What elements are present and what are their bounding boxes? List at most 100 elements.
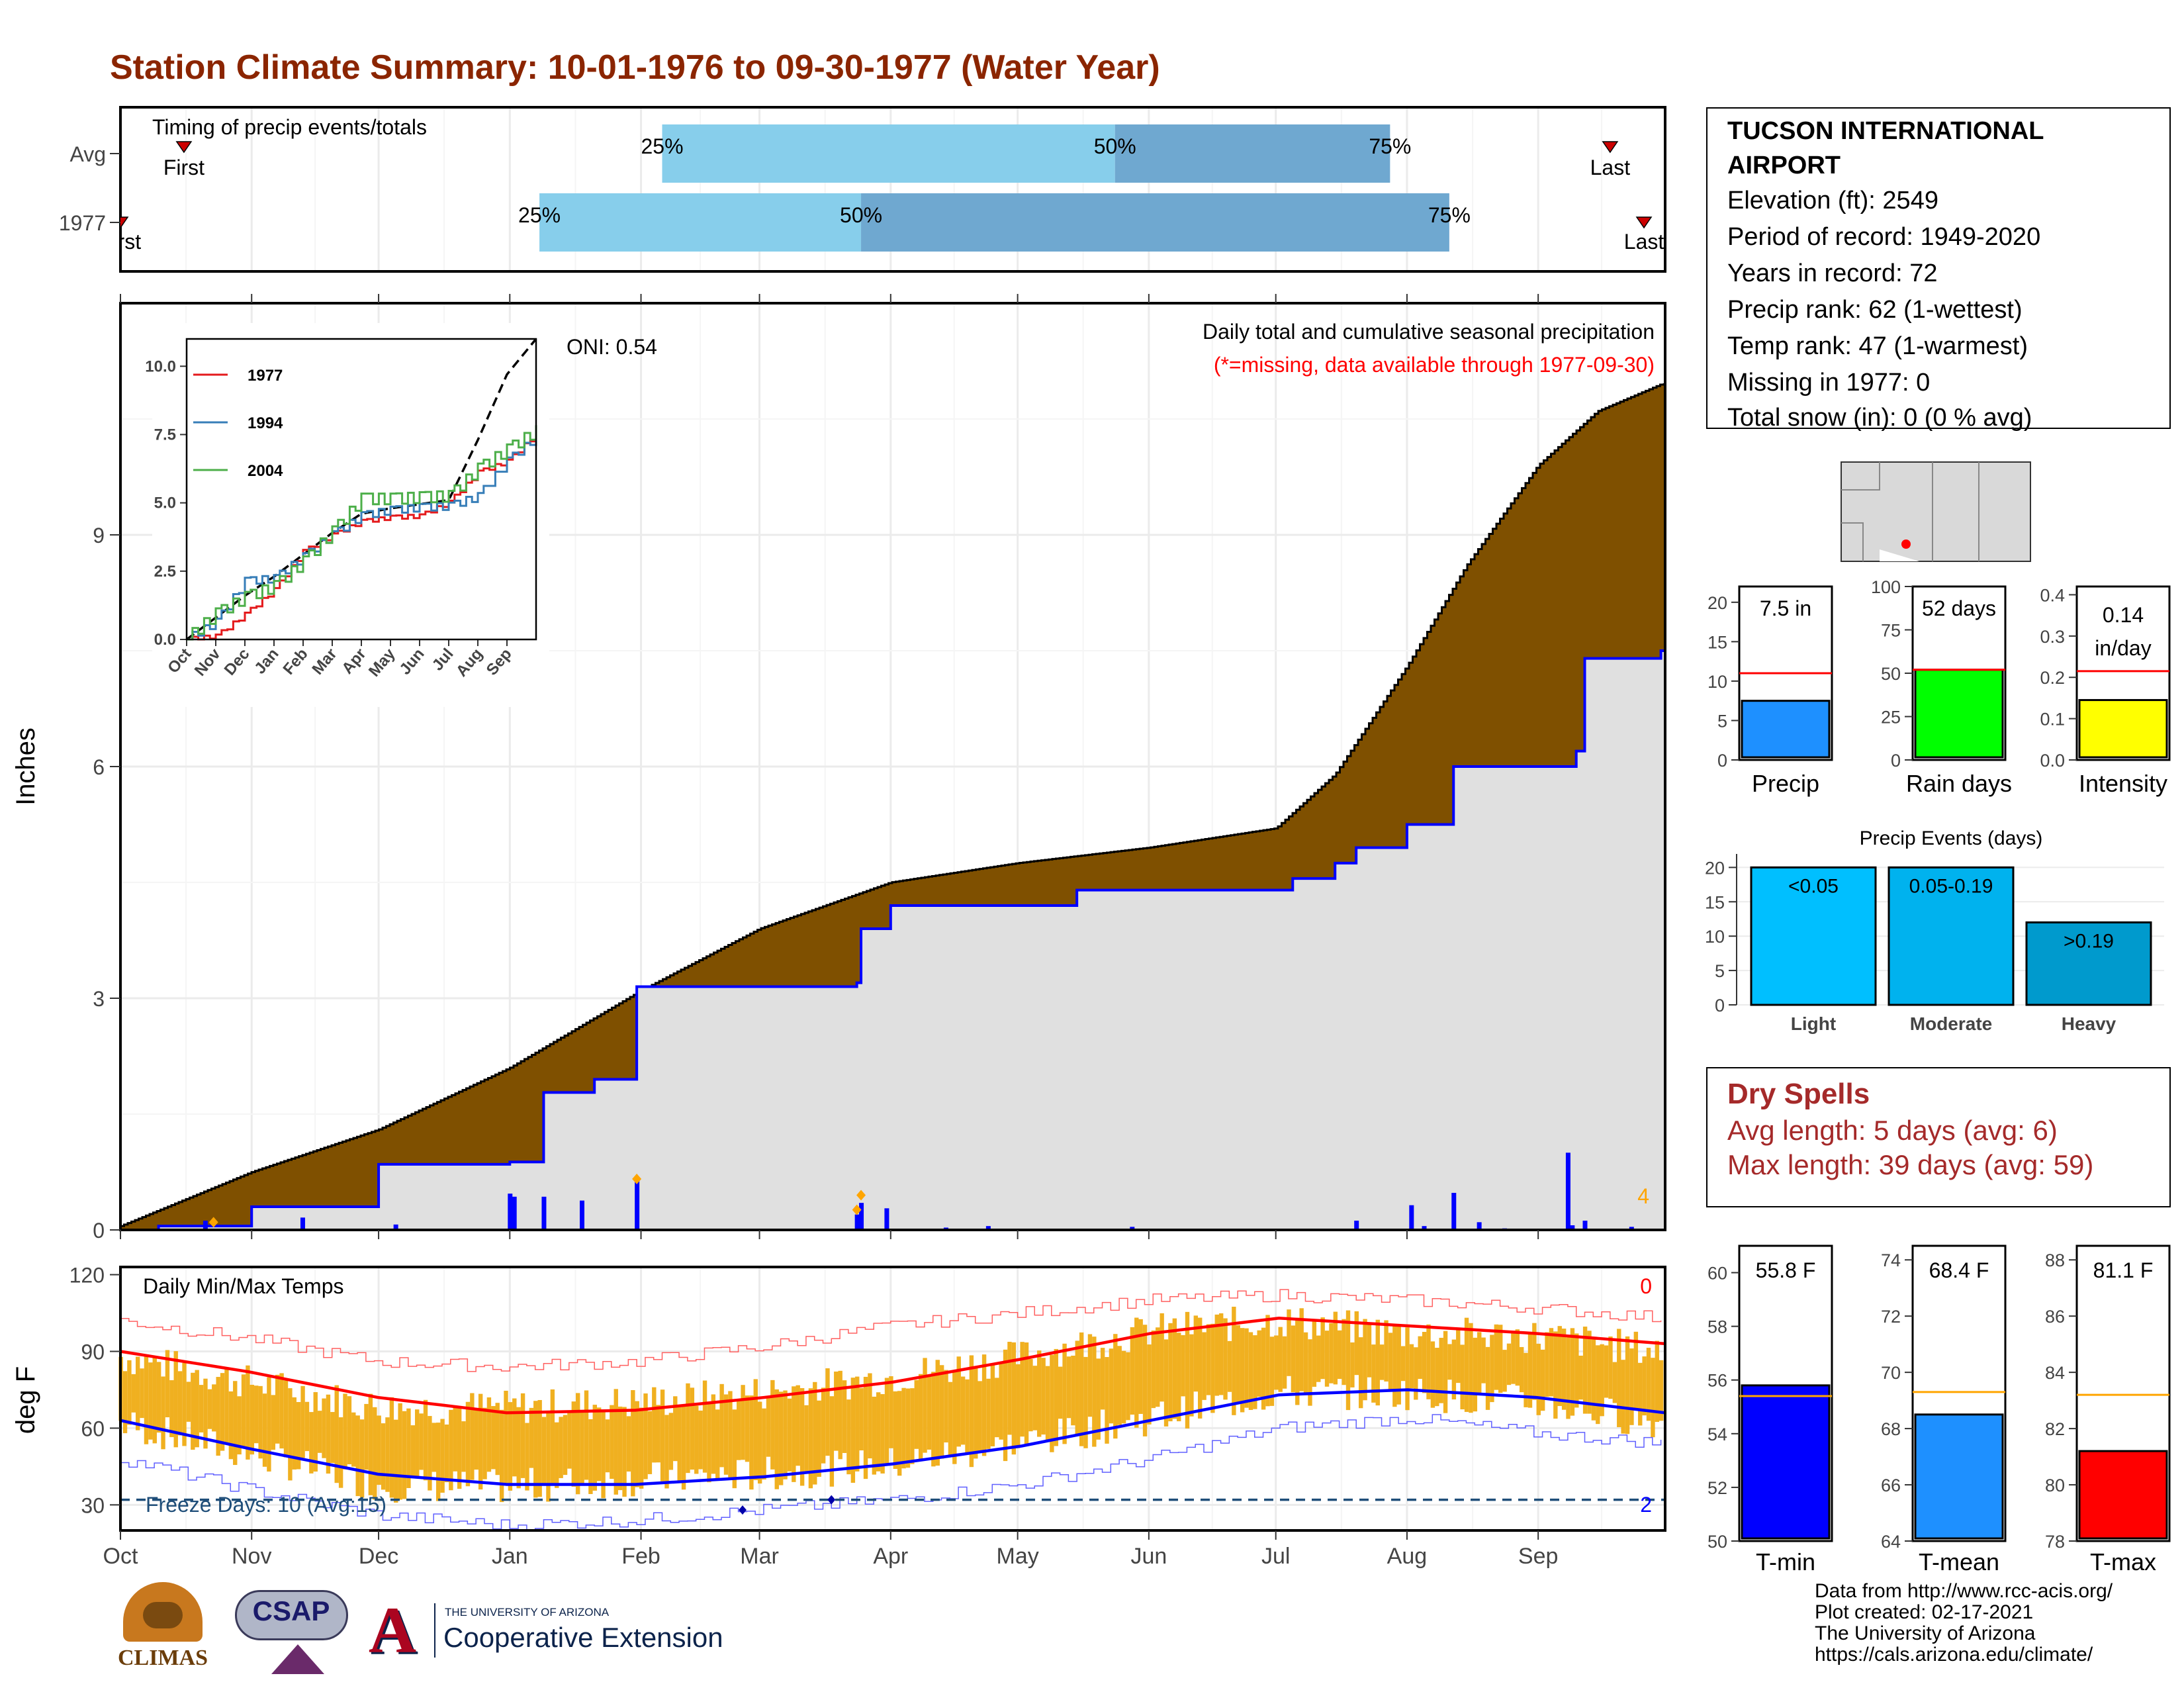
daily-temp-bar — [140, 1368, 144, 1419]
daily-temp-bar — [1338, 1330, 1342, 1380]
footer-line: Plot created: 02-17-2021 — [1815, 1601, 2034, 1623]
daily-temp-bar — [533, 1401, 538, 1498]
daily-temp-bar — [1329, 1323, 1334, 1383]
temp-bar-ytick-label: 88 — [2045, 1250, 2065, 1270]
daily-precip-bar — [1354, 1221, 1359, 1230]
daily-temp-bar — [546, 1413, 551, 1502]
summary-bar-ytick-label: 0.1 — [2040, 710, 2065, 729]
daily-temp-bar — [449, 1409, 453, 1491]
ua-a-icon: A — [368, 1593, 417, 1667]
daily-temp-bar — [1156, 1327, 1160, 1407]
daily-temp-bar — [368, 1393, 373, 1495]
daily-temp-bar — [631, 1389, 635, 1497]
station-line: Precip rank: 62 (1-wettest) — [1727, 296, 2023, 324]
daily-temp-bar — [1451, 1339, 1457, 1400]
daily-temp-bar — [1498, 1325, 1503, 1393]
precip-ylabel: Inches — [11, 727, 40, 806]
daily-temp-bar — [728, 1391, 733, 1480]
daily-temp-bar — [774, 1389, 779, 1489]
daily-temp-bar — [757, 1401, 762, 1484]
daily-temp-bar — [1214, 1314, 1219, 1396]
last-marker-icon — [1635, 216, 1653, 229]
daily-temp-bar — [191, 1372, 195, 1450]
daily-temp-bar — [186, 1382, 191, 1422]
timing-panel-border — [119, 106, 1666, 273]
daily-temp-bar — [1655, 1340, 1660, 1423]
daily-temp-bar — [1312, 1319, 1317, 1387]
daily-temp-bar — [457, 1407, 462, 1489]
daily-temp-bar — [1536, 1343, 1541, 1415]
precip-events-ytick-label: 15 — [1705, 892, 1725, 912]
summary-bar-ytick-label: 50 — [1881, 664, 1901, 684]
daily-temp-bar — [1075, 1340, 1079, 1436]
summary-bar-ytick-label: 20 — [1707, 593, 1727, 613]
daily-temp-bar — [207, 1389, 212, 1429]
daily-temp-bar — [212, 1384, 216, 1432]
daily-temp-bar — [960, 1376, 966, 1445]
daily-temp-bar — [1591, 1338, 1596, 1421]
summary-bar-label: Precip — [1752, 770, 1819, 797]
precip-events-bar — [1750, 866, 1877, 1006]
daily-temp-bar — [799, 1388, 805, 1486]
daily-temp-bar — [516, 1407, 521, 1489]
temp-bar-value-bar — [2078, 1450, 2168, 1540]
daily-temp-bar — [1638, 1362, 1643, 1426]
daily-temp-bar — [304, 1401, 310, 1452]
daily-temp-bar — [423, 1399, 428, 1481]
daily-temp-bar — [1566, 1337, 1570, 1419]
daily-temp-bar — [1083, 1356, 1088, 1448]
daily-temp-bar — [804, 1405, 809, 1472]
daily-temp-bar — [478, 1393, 483, 1490]
daily-temp-bar — [1540, 1349, 1545, 1411]
daily-temp-bar — [1405, 1327, 1410, 1411]
daily-temp-bar — [1248, 1332, 1253, 1410]
station-info-box: TUCSON INTERNATIONAL AIRPORT Elevation (… — [1706, 107, 2171, 432]
daily-temp-bar — [808, 1388, 813, 1489]
daily-temp-bar — [1409, 1344, 1414, 1389]
first-label: First — [163, 156, 205, 179]
daily-temp-bar — [668, 1413, 674, 1470]
temp-bar-ytick-label: 52 — [1707, 1478, 1727, 1498]
daily-temp-bar — [338, 1417, 343, 1488]
month-label: Apr — [873, 1544, 908, 1569]
temp-bar-label: T-min — [1756, 1548, 1815, 1575]
daily-temp-bar — [1519, 1346, 1524, 1393]
daily-temp-bar — [741, 1385, 745, 1460]
daily-temp-bar — [1071, 1355, 1075, 1426]
daily-temp-bar — [610, 1405, 614, 1479]
footer-line: The University of Arizona — [1815, 1622, 2036, 1644]
daily-temp-bar — [555, 1422, 559, 1488]
precip-events-ytick-label: 10 — [1705, 927, 1725, 947]
inset-legend-label: 2004 — [248, 462, 283, 480]
temp-bar-ytick-label: 70 — [1881, 1363, 1901, 1383]
daily-temp-bar — [707, 1402, 711, 1483]
daily-temp-bar — [850, 1378, 856, 1483]
mexico-region — [1880, 549, 1919, 561]
daily-temp-bar — [432, 1423, 436, 1472]
daily-temp-bar — [1625, 1336, 1630, 1434]
daily-temp-bar — [1532, 1323, 1537, 1400]
daily-temp-bar — [161, 1376, 165, 1450]
station-line: Years in record: 72 — [1727, 259, 1938, 287]
daily-temp-bar — [508, 1402, 513, 1491]
daily-temp-bar — [690, 1387, 695, 1470]
daily-temp-bar — [394, 1419, 398, 1503]
daily-temp-bar — [1515, 1329, 1520, 1386]
daily-temp-bar — [550, 1389, 555, 1484]
daily-temp-bar — [313, 1392, 318, 1472]
temp-bar-ytick-label: 56 — [1707, 1371, 1727, 1391]
daily-temp-bar — [364, 1403, 369, 1470]
daily-temp-bar — [1151, 1330, 1156, 1409]
snow-marker-icon — [856, 1190, 866, 1201]
daily-temp-bar — [233, 1381, 238, 1466]
daily-temp-bar — [1092, 1336, 1097, 1447]
station-line: Missing in 1977: 0 — [1727, 369, 1931, 397]
summary-bar-value-bar — [1741, 700, 1831, 759]
daily-temp-bar — [1240, 1328, 1245, 1413]
daily-temp-bar — [1367, 1323, 1372, 1378]
daily-temp-bar — [778, 1391, 784, 1485]
daily-temp-bar — [1642, 1356, 1647, 1416]
daily-temp-bar — [660, 1389, 665, 1481]
daily-temp-bar — [1604, 1345, 1609, 1398]
daily-temp-bar — [292, 1397, 296, 1470]
